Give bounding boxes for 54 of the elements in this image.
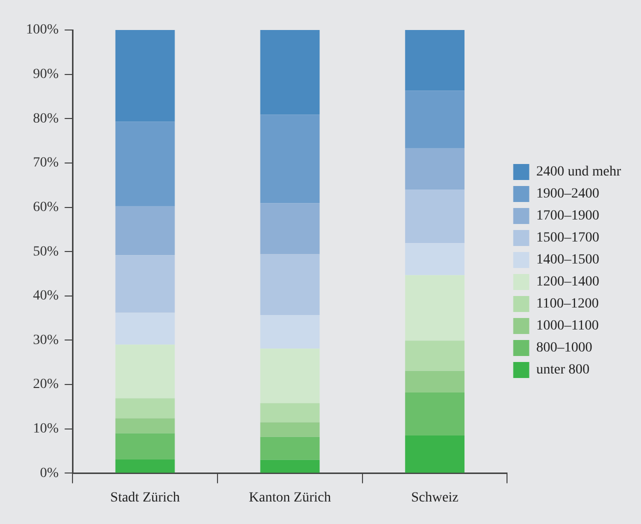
y-tick-label: 90% <box>32 66 59 82</box>
bar <box>405 148 464 190</box>
bar <box>260 403 320 422</box>
bar <box>405 392 464 436</box>
legend-label: 1900–2400 <box>536 186 600 202</box>
bar <box>405 90 464 148</box>
x-tick-label: Kanton Zürich <box>248 490 331 506</box>
bar <box>115 459 175 473</box>
bar <box>115 344 175 398</box>
legend-label: 1100–1200 <box>536 296 599 312</box>
bar <box>115 30 175 122</box>
bar <box>260 460 320 473</box>
legend-label: 1200–1400 <box>536 274 600 290</box>
bar <box>405 340 464 371</box>
bar <box>260 30 320 115</box>
bar <box>405 275 464 341</box>
y-tick-label: 60% <box>32 200 59 215</box>
bar <box>405 436 464 473</box>
legend-label: 1400–1500 <box>536 252 600 268</box>
x-tick-label: Schweiz <box>411 490 459 506</box>
y-tick-label: 70% <box>32 156 59 171</box>
y-tick-label: 40% <box>32 288 59 304</box>
bar <box>115 418 175 434</box>
bar <box>115 122 175 206</box>
bar <box>405 370 464 393</box>
legend-label: 1000–1100 <box>536 318 599 334</box>
y-tick-label: 0% <box>40 466 59 481</box>
y-tick-label: 100% <box>26 22 59 38</box>
legend-label: 800–1000 <box>536 340 592 356</box>
bar <box>115 206 175 256</box>
bar <box>115 398 175 418</box>
legend-label: 1700–1900 <box>536 208 600 224</box>
bar <box>405 190 464 244</box>
bar <box>260 436 320 460</box>
y-tick-label: 50% <box>32 244 59 260</box>
legend-label: unter 800 <box>536 362 590 378</box>
legend-label: 2400 und mehr <box>536 164 622 180</box>
y-tick-label: 10% <box>32 422 59 437</box>
y-tick-label: 30% <box>32 332 59 348</box>
bar <box>115 433 175 460</box>
y-tick-label: 20% <box>32 377 59 392</box>
bar <box>260 314 320 349</box>
bar <box>405 30 464 91</box>
bar <box>260 348 320 404</box>
x-tick-label: Stadt Zürich <box>110 490 180 506</box>
legend-label: 1500–1700 <box>536 230 600 246</box>
bar <box>115 255 175 313</box>
bar <box>405 243 464 276</box>
bar <box>115 312 175 345</box>
bar <box>260 203 320 254</box>
bar <box>260 254 320 315</box>
bar <box>260 422 320 437</box>
bar <box>260 114 320 204</box>
y-tick-label: 80% <box>32 111 59 126</box>
